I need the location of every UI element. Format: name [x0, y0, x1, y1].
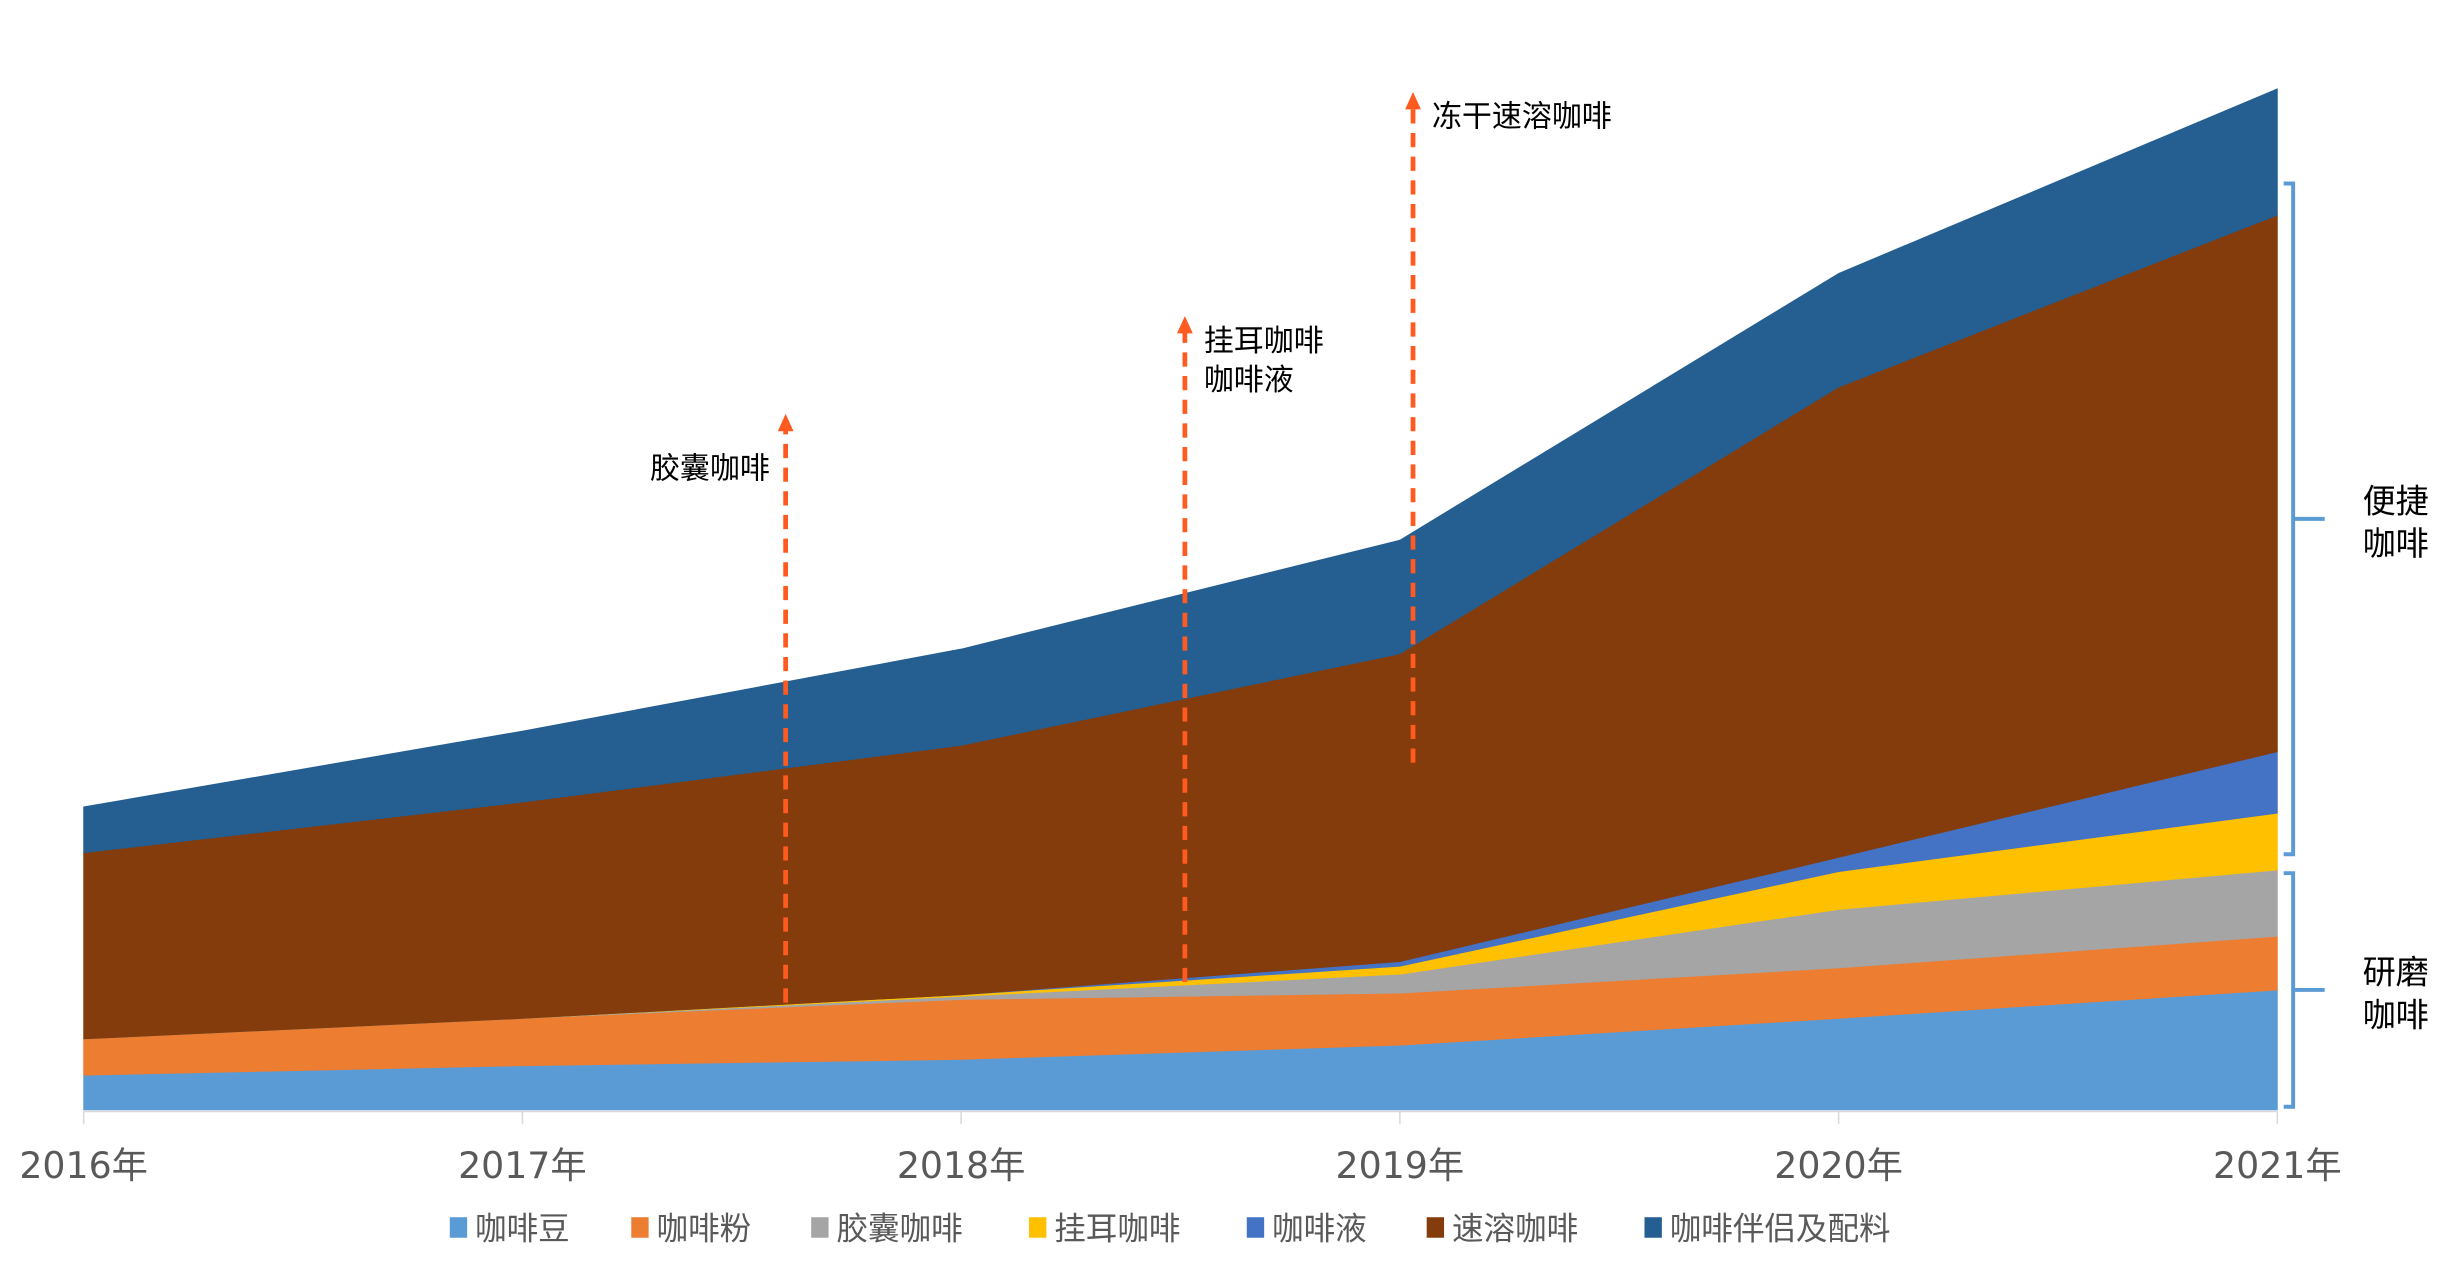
- legend-label: 咖啡液: [1272, 1211, 1367, 1247]
- area-series-6: [83, 88, 2278, 854]
- bracket-label: 咖啡: [2363, 995, 2429, 1034]
- legend-label: 速溶咖啡: [1452, 1211, 1578, 1247]
- legend: 咖啡豆 咖啡粉 胶囊咖啡 挂耳咖啡 咖啡液 速溶咖啡 咖啡伴侣及配料: [449, 1211, 1891, 1247]
- x-tick-label: 2018年: [897, 1144, 1026, 1187]
- arrow-head-icon: [1176, 316, 1193, 334]
- x-tick-label: 2016年: [19, 1144, 148, 1187]
- annotation-label: 咖啡液: [1204, 363, 1294, 398]
- legend-swatch: [631, 1217, 649, 1238]
- x-tick-label: 2020年: [1774, 1144, 1903, 1187]
- bracket-label: 咖啡: [2363, 524, 2429, 563]
- legend-swatch: [1246, 1217, 1265, 1238]
- bracket: [2283, 181, 2325, 857]
- legend-label: 挂耳咖啡: [1054, 1211, 1180, 1247]
- legend-swatch: [811, 1217, 829, 1238]
- legend-swatch: [449, 1217, 468, 1238]
- bracket-label: 研磨: [2363, 953, 2429, 992]
- legend-swatch: [1644, 1217, 1662, 1238]
- legend-swatch: [1426, 1217, 1445, 1238]
- legend-label: 咖啡伴侣及配料: [1670, 1211, 1891, 1247]
- legend-label: 咖啡粉: [657, 1211, 752, 1247]
- areas: [83, 88, 2278, 1111]
- bracket: [2283, 871, 2325, 1109]
- x-tick-label: 2021年: [2213, 1144, 2342, 1187]
- legend-label: 咖啡豆: [475, 1211, 570, 1247]
- annotation-label: 胶囊咖啡: [650, 452, 770, 487]
- annotation-label: 冻干速溶咖啡: [1432, 100, 1612, 135]
- arrow-head-icon: [1405, 91, 1421, 110]
- annotation-label: 挂耳咖啡: [1204, 324, 1324, 359]
- legend-swatch: [1028, 1217, 1047, 1238]
- bracket-label: 便捷: [2363, 482, 2429, 521]
- legend-label: 胶囊咖啡: [836, 1211, 962, 1247]
- x-tick-label: 2017年: [458, 1144, 587, 1187]
- arrow-head-icon: [777, 413, 794, 432]
- x-tick-label: 2019年: [1336, 1144, 1465, 1187]
- x-axis-ticks: 2016年 2017年 2018年 2019年 2020年 2021年: [19, 1111, 2342, 1187]
